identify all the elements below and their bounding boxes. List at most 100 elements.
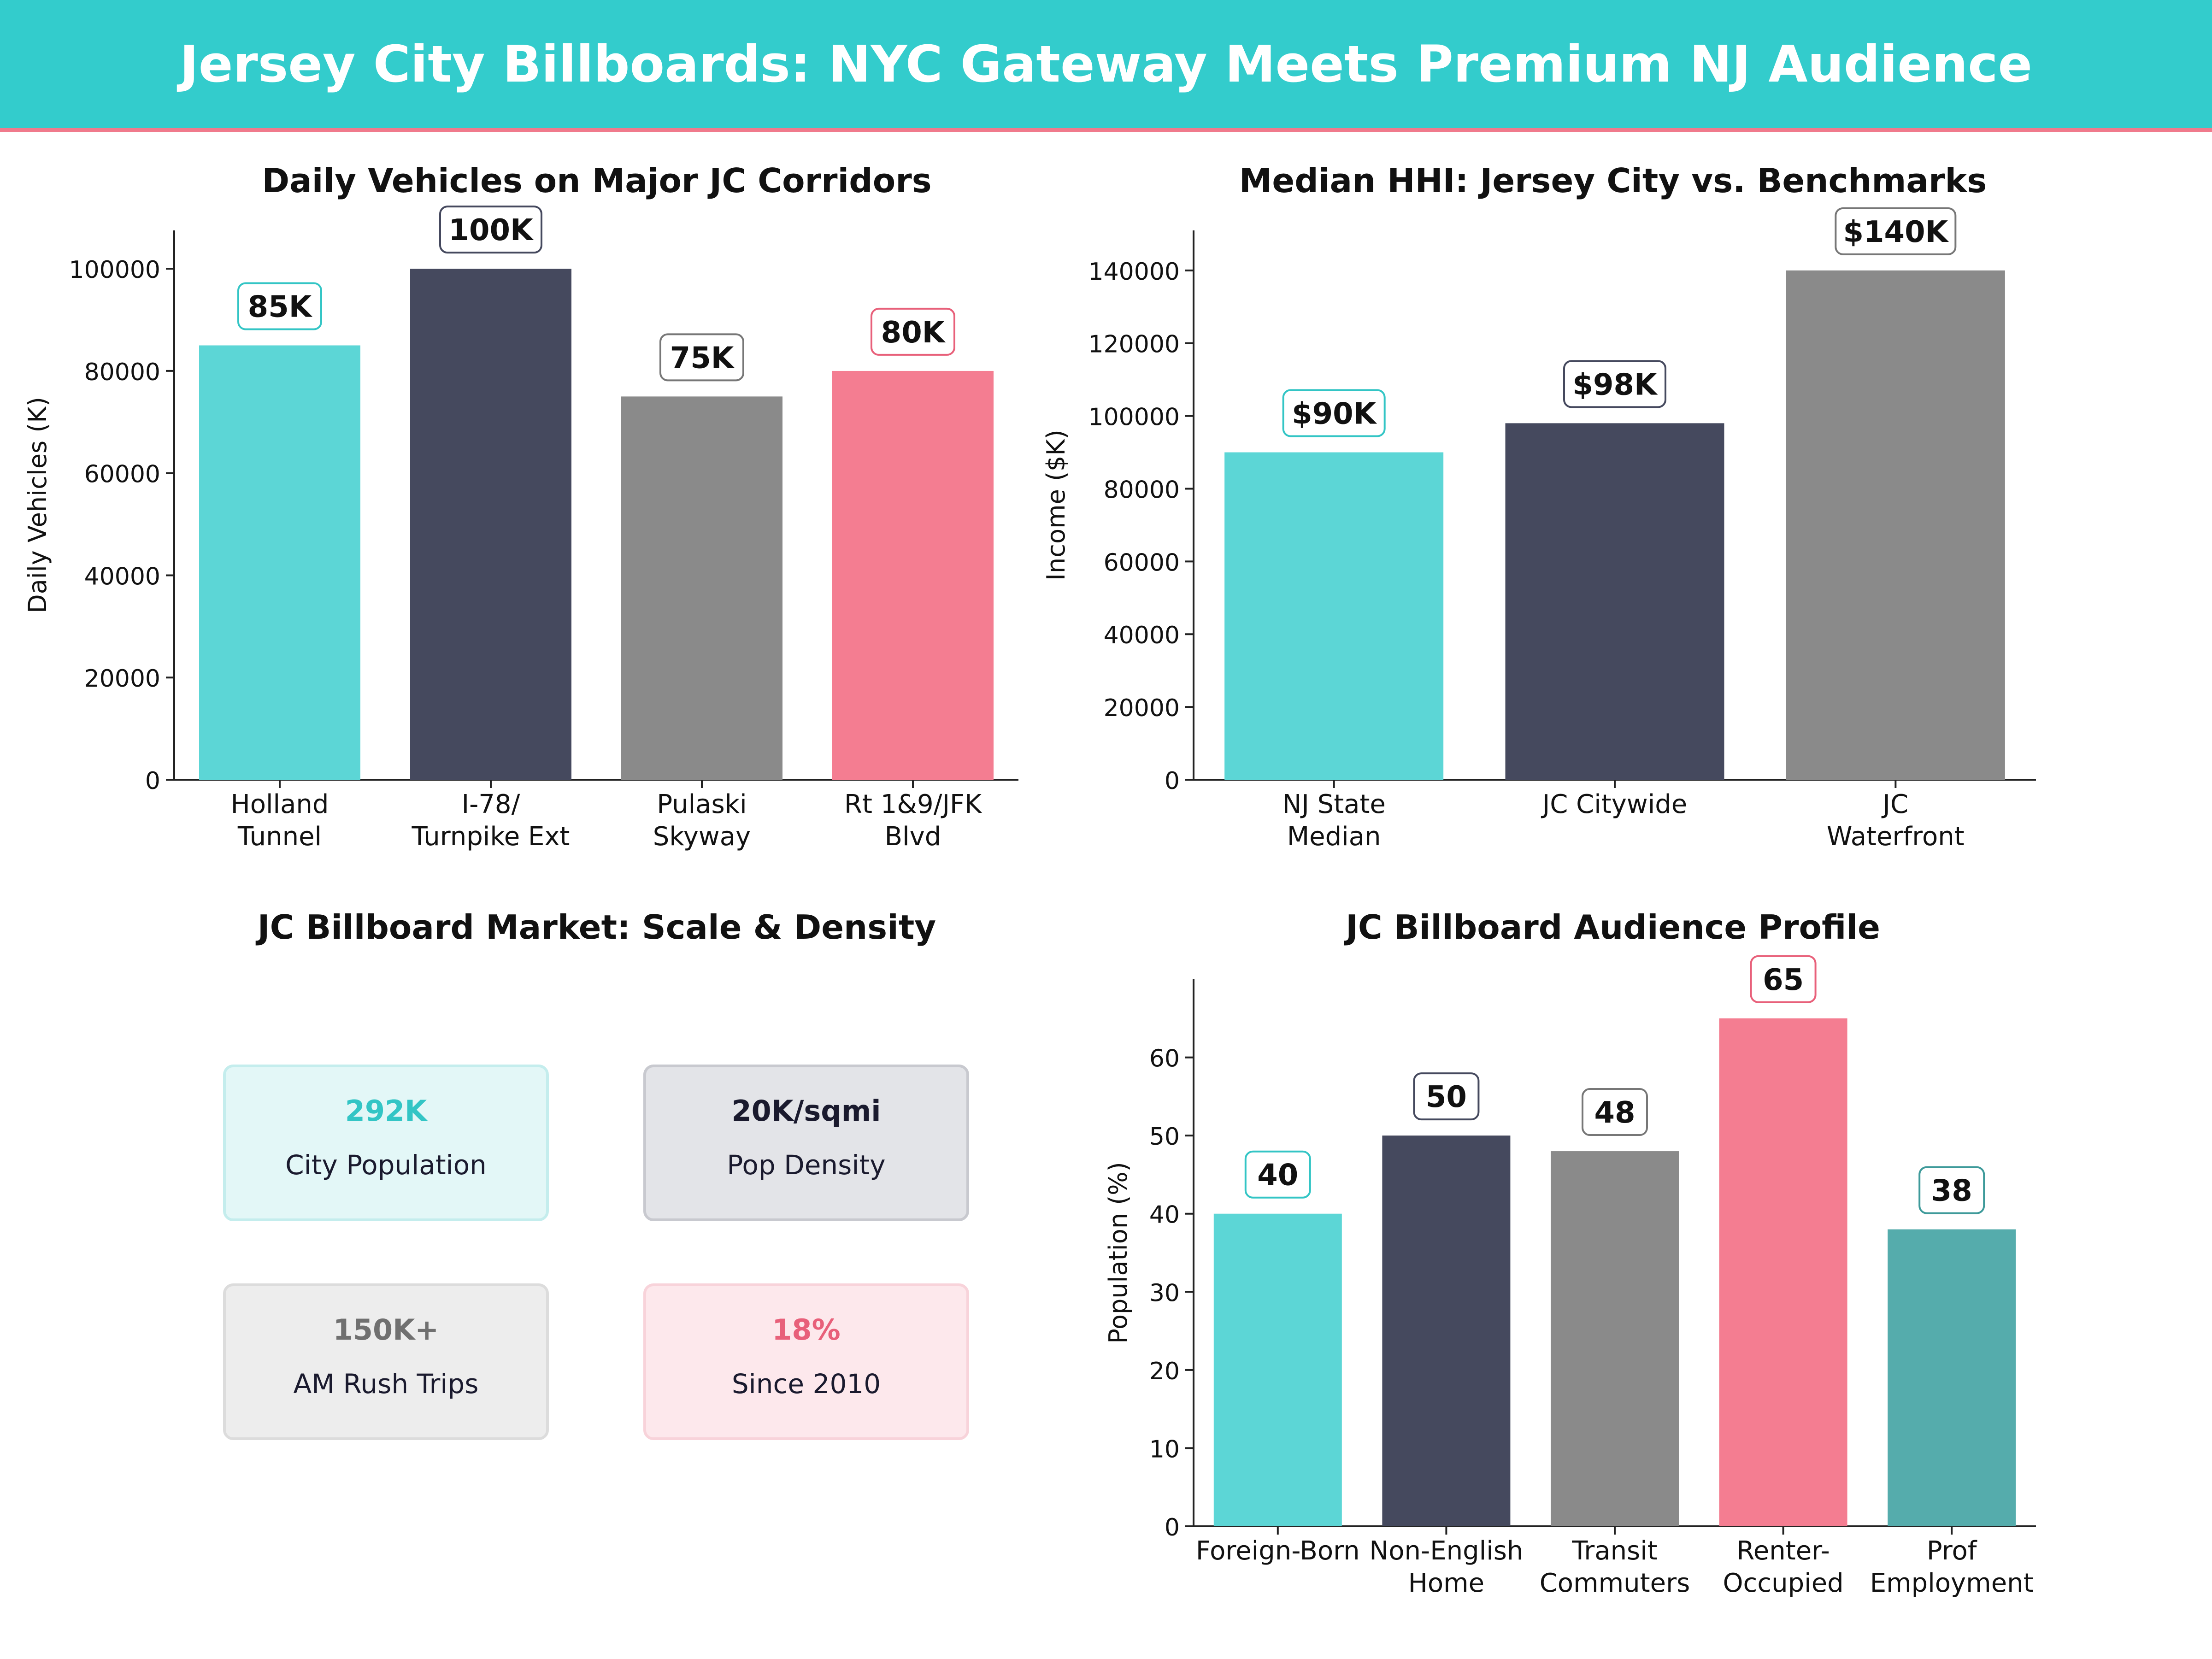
traffic-y-tick-label: 100000: [69, 256, 160, 284]
stat-value: 18%: [772, 1313, 841, 1347]
stat-label: City Population: [285, 1149, 487, 1181]
audience-x-tick-label: Home: [1408, 1568, 1484, 1598]
audience-y-tick-label: 40: [1149, 1201, 1180, 1229]
traffic-bar: [410, 269, 571, 780]
audience-data-label-box: [1582, 1088, 1648, 1136]
audience-x-tick-label: Occupied: [1723, 1568, 1843, 1598]
income-y-tick-label: 0: [1165, 767, 1180, 795]
income-bar: [1786, 270, 2005, 780]
audience-y-tick-label: 20: [1149, 1358, 1180, 1385]
income-x-tick-label: JC Citywide: [1541, 789, 1688, 819]
stat-label: AM Rush Trips: [293, 1368, 479, 1400]
traffic-data-label-box: [237, 282, 322, 330]
audience-x-tick-label: Foreign-Born: [1196, 1536, 1360, 1566]
stat-value: 292K: [345, 1094, 427, 1128]
income-x-tick-label: Median: [1287, 822, 1381, 852]
traffic-x-tick-label: I-78/: [462, 789, 520, 819]
stat-card-density: 20K/sqmi Pop Density: [643, 1065, 969, 1221]
audience-x-tick-label: Transit: [1571, 1536, 1658, 1566]
income-data-label-box: [1835, 207, 1957, 255]
stat-label: Pop Density: [727, 1149, 886, 1181]
income-data-label: $140K: [1843, 215, 1949, 249]
income-y-tick-label: 60000: [1104, 549, 1180, 577]
page-title: Jersey City Billboards: NYC Gateway Meet…: [179, 35, 2033, 94]
income-y-tick-label: 100000: [1088, 404, 1180, 431]
traffic-y-tick-label: 60000: [84, 461, 160, 488]
income-x-tick-label: NJ State: [1282, 789, 1385, 819]
stat-value: 150K+: [333, 1313, 439, 1347]
audience-x-tick-label: Non-English: [1369, 1536, 1523, 1566]
audience-x-tick-label: Commuters: [1540, 1568, 1690, 1598]
audience-data-label-box: [1918, 1166, 1985, 1214]
traffic-x-tick-label: Skyway: [653, 822, 751, 852]
header-banner: [0, 0, 2212, 128]
audience-data-label: 50: [1426, 1080, 1467, 1114]
traffic-x-tick-label: Tunnel: [237, 822, 322, 852]
traffic-bar: [199, 345, 360, 780]
income-y-tick-label: 120000: [1088, 331, 1180, 359]
traffic-y-tick-label: 40000: [84, 563, 160, 590]
traffic-x-tick-label: Turnpike Ext: [412, 822, 570, 852]
stat-label: Since 2010: [731, 1368, 881, 1400]
income-bar: [1224, 452, 1444, 780]
traffic-data-label: 75K: [670, 341, 735, 375]
audience-data-label: 48: [1594, 1096, 1635, 1130]
audience-bar: [1382, 1135, 1511, 1526]
income-y-tick-label: 20000: [1104, 694, 1180, 722]
traffic-y-tick-label: 80000: [84, 359, 160, 386]
traffic-chart-title: Daily Vehicles on Major JC Corridors: [262, 161, 932, 200]
traffic-x-tick-label: Blvd: [885, 822, 941, 852]
audience-data-label-box: [1244, 1150, 1311, 1199]
audience-y-tick-label: 50: [1149, 1123, 1180, 1151]
stat-value: 20K/sqmi: [731, 1094, 881, 1128]
income-y-tick-label: 140000: [1088, 258, 1180, 286]
audience-data-label-box: [1750, 955, 1817, 1003]
traffic-data-label: 80K: [881, 316, 946, 350]
traffic-data-label: 85K: [248, 290, 313, 324]
audience-data-label: 65: [1763, 963, 1804, 997]
traffic-data-label: 100K: [448, 213, 534, 247]
traffic-x-tick-label: Pulaski: [657, 789, 747, 819]
income-x-tick-label: JC: [1882, 789, 1909, 819]
traffic-data-label-box: [659, 333, 744, 382]
audience-data-label-box: [1413, 1072, 1480, 1121]
audience-y-axis-label: Population (%): [1104, 1162, 1133, 1343]
audience-data-label: 38: [1931, 1174, 1972, 1208]
income-chart-title: Median HHI: Jersey City vs. Benchmarks: [1239, 161, 1987, 200]
traffic-x-tick-label: Holland: [231, 789, 329, 819]
income-data-label-box: [1563, 360, 1666, 408]
traffic-y-tick-label: 20000: [84, 665, 160, 693]
traffic-y-axis-label: Daily Vehicles (K): [23, 397, 52, 613]
audience-x-tick-label: Renter-: [1736, 1536, 1830, 1566]
audience-bar: [1213, 1213, 1342, 1526]
income-data-label-box: [1282, 389, 1386, 437]
market-panel-title: JC Billboard Market: Scale & Density: [257, 908, 936, 947]
traffic-bar: [621, 396, 782, 780]
traffic-bar: [832, 371, 994, 780]
audience-y-tick-label: 10: [1149, 1435, 1180, 1463]
income-x-tick-label: Waterfront: [1827, 822, 1965, 852]
income-bar: [1505, 423, 1724, 780]
income-y-axis-label: Income ($K): [1041, 429, 1071, 581]
income-data-label: $98K: [1572, 368, 1658, 402]
audience-data-label: 40: [1257, 1159, 1298, 1193]
traffic-y-tick-label: 0: [145, 767, 160, 795]
traffic-data-label-box: [439, 206, 542, 254]
audience-bar: [1719, 1018, 1847, 1526]
audience-y-tick-label: 30: [1149, 1279, 1180, 1307]
audience-y-tick-label: 60: [1149, 1045, 1180, 1073]
stat-card-growth: 18% Since 2010: [643, 1283, 969, 1440]
audience-bar: [1551, 1151, 1679, 1526]
audience-y-tick-label: 0: [1165, 1514, 1180, 1541]
audience-chart-title: JC Billboard Audience Profile: [1346, 908, 1880, 947]
audience-x-tick-label: Prof: [1927, 1536, 1977, 1566]
stat-card-rush-trips: 150K+ AM Rush Trips: [223, 1283, 549, 1440]
income-y-tick-label: 80000: [1104, 476, 1180, 504]
stat-card-population: 292K City Population: [223, 1065, 549, 1221]
income-y-tick-label: 40000: [1104, 622, 1180, 649]
header-accent-line: [0, 128, 2212, 132]
audience-bar: [1888, 1229, 2016, 1526]
